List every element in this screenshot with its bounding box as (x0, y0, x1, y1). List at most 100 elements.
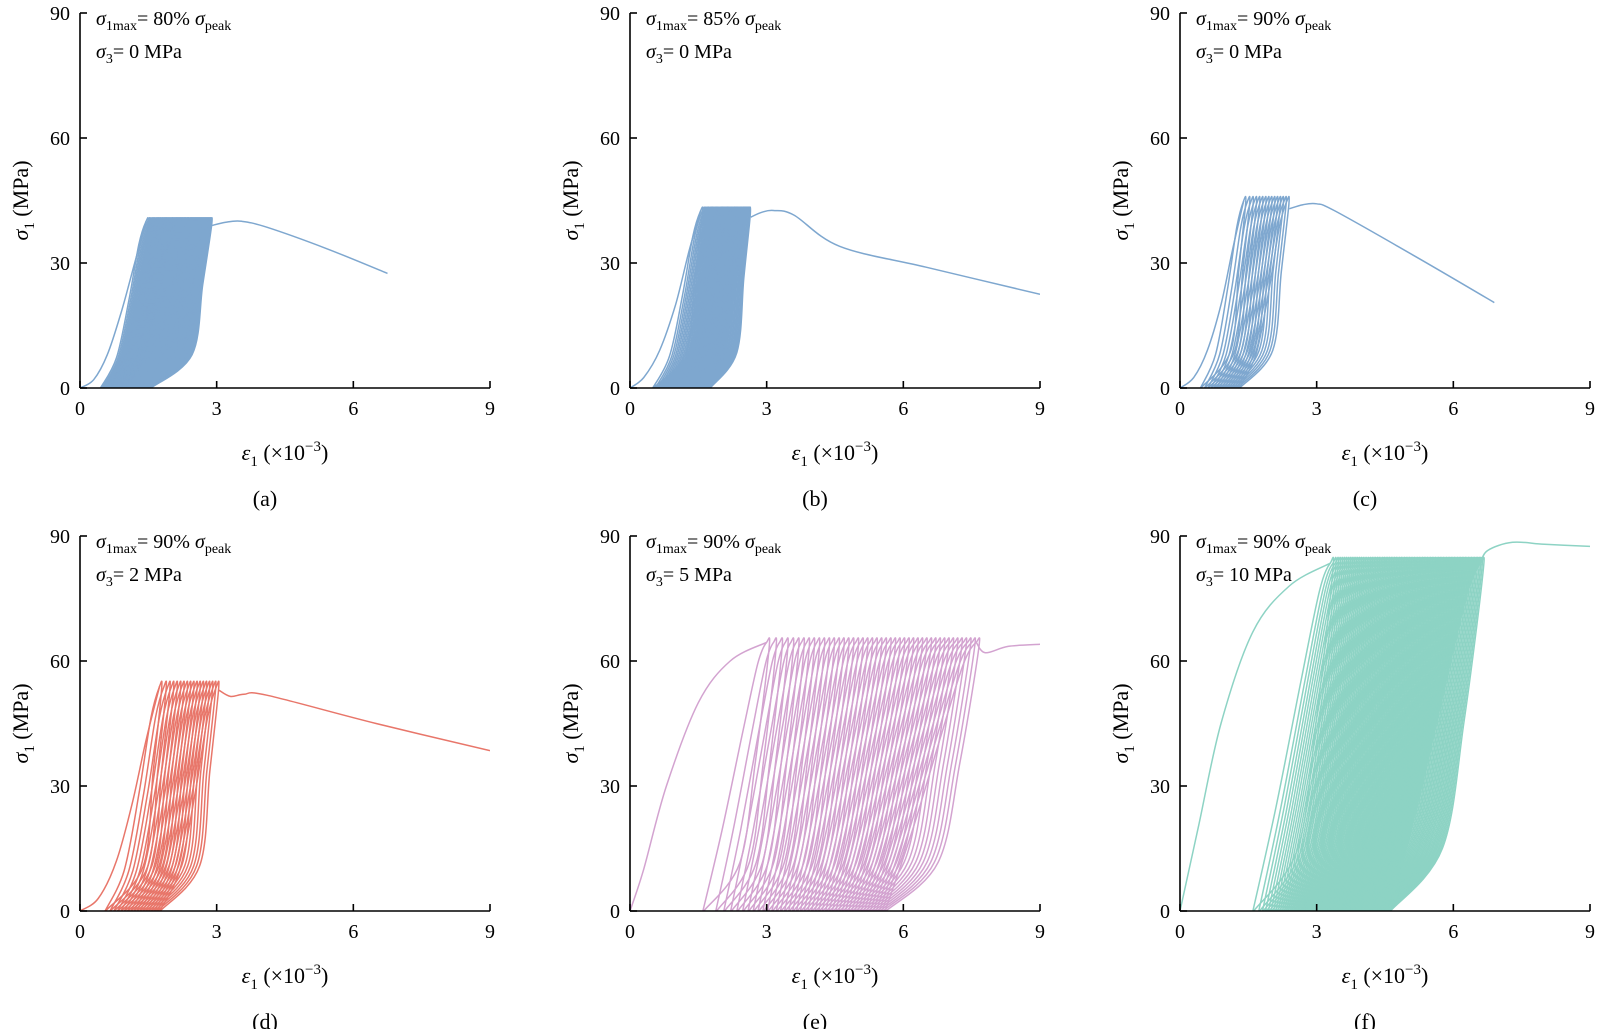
x-axis-label: ε1 (×10−3) (792, 962, 879, 993)
annotation-sigma1max: σ1max= 90% σpeak (1196, 8, 1331, 34)
x-tick-label: 6 (898, 398, 908, 420)
curve-group (630, 637, 1040, 911)
loading-cycle (1231, 195, 1282, 388)
x-tick-label: 3 (1312, 921, 1322, 943)
loading-cycle (126, 680, 185, 911)
loading-cycle (153, 680, 214, 911)
loading-cycle (863, 637, 950, 911)
loading-cycle (1371, 556, 1461, 911)
post-peak-curve (1480, 541, 1590, 564)
annotation-sigma3: σ3= 0 MPa (96, 41, 182, 67)
loading-cycle (705, 206, 748, 388)
y-tick-label: 30 (1150, 776, 1170, 798)
annotation-sigma3: σ3= 0 MPa (646, 41, 732, 67)
annotation-sigma3: σ3= 10 MPa (1196, 564, 1292, 590)
loading-cycle (752, 637, 811, 911)
y-tick-label: 0 (1160, 378, 1170, 400)
loading-cycle (831, 637, 906, 911)
annotation-sigma1max: σ1max= 90% σpeak (1196, 531, 1331, 557)
y-tick-label: 90 (1150, 526, 1170, 548)
loading-cycle (1366, 556, 1454, 911)
x-tick-label: 0 (625, 921, 635, 943)
loading-cycle (140, 217, 201, 388)
loading-cycle (779, 637, 841, 911)
loading-cycle (747, 637, 806, 911)
y-tick-label: 60 (1150, 128, 1170, 150)
loading-cycle (810, 637, 879, 911)
y-tick-label: 60 (1150, 651, 1170, 673)
panel-caption: (d) (252, 1009, 278, 1029)
loading-cycle (147, 680, 208, 911)
loading-cycle (138, 217, 199, 388)
x-axis-label: ε1 (×10−3) (242, 962, 329, 993)
panel-caption: (e) (803, 1009, 827, 1029)
loading-cycle (757, 637, 816, 911)
loading-cycle (1223, 195, 1273, 388)
y-tick-label: 60 (600, 128, 620, 150)
post-peak-curve (750, 209, 1040, 296)
loading-cycle (878, 637, 972, 911)
x-tick-label: 0 (625, 398, 635, 420)
loading-cycle (133, 680, 192, 911)
y-axis-label: σ1 (MPa) (8, 160, 38, 240)
x-tick-label: 6 (1448, 921, 1458, 943)
first-loading-curve (80, 685, 161, 911)
loading-cycle (1228, 195, 1279, 388)
loading-cycle (1374, 556, 1465, 911)
post-peak-curve (211, 220, 388, 275)
loading-cycle (1381, 556, 1475, 911)
curve-group (630, 206, 1040, 388)
loading-cycle (1369, 556, 1459, 911)
loading-cycle (123, 680, 182, 911)
y-tick-label: 0 (610, 901, 620, 923)
x-axis-label: ε1 (×10−3) (792, 439, 879, 470)
loading-cycle (807, 637, 874, 911)
x-axis-label: ε1 (×10−3) (1342, 962, 1429, 993)
y-tick-label: 30 (600, 776, 620, 798)
loading-cycle (104, 680, 163, 911)
annotation-sigma1max: σ1max= 85% σpeak (646, 8, 781, 34)
x-tick-label: 9 (1585, 921, 1595, 943)
y-tick-label: 90 (50, 526, 70, 548)
loading-cycle (729, 637, 789, 911)
x-tick-label: 9 (1585, 398, 1595, 420)
loading-cycle (1377, 556, 1470, 911)
x-axis-label: ε1 (×10−3) (242, 439, 329, 470)
loading-cycle (1238, 195, 1290, 388)
loading-cycle (884, 637, 981, 911)
loading-cycle (1368, 556, 1458, 911)
loading-cycle (145, 217, 207, 388)
y-tick-label: 60 (50, 651, 70, 673)
loading-cycle (141, 217, 202, 388)
curve-group (80, 217, 388, 388)
post-peak-curve (975, 641, 1040, 654)
post-peak-curve (1289, 202, 1495, 304)
loading-cycle (159, 680, 220, 911)
loading-cycle (1207, 195, 1255, 388)
loading-cycle (701, 206, 745, 388)
loading-cycle (1385, 556, 1481, 911)
y-tick-label: 90 (1150, 3, 1170, 25)
panel-caption: (c) (1353, 486, 1377, 511)
loading-cycle (866, 637, 955, 911)
loading-cycle (860, 637, 946, 911)
loading-cycle (857, 637, 942, 911)
loading-cycle (1376, 556, 1468, 911)
loading-cycle (1383, 556, 1478, 911)
x-tick-label: 9 (1035, 921, 1045, 943)
x-tick-label: 3 (212, 921, 222, 943)
loading-cycle (872, 637, 964, 911)
loading-cycle (697, 206, 742, 388)
annotation-sigma3: σ3= 2 MPa (96, 564, 182, 590)
y-axis-label: σ1 (MPa) (1108, 683, 1138, 763)
x-axis-label: ε1 (×10−3) (1342, 439, 1429, 470)
loading-cycle (1233, 195, 1285, 388)
first-loading-curve (630, 641, 768, 911)
loading-cycle (1236, 195, 1288, 388)
loading-cycle (841, 637, 920, 911)
loading-cycle (783, 637, 846, 911)
loading-cycle (875, 637, 968, 911)
x-tick-label: 9 (485, 398, 495, 420)
